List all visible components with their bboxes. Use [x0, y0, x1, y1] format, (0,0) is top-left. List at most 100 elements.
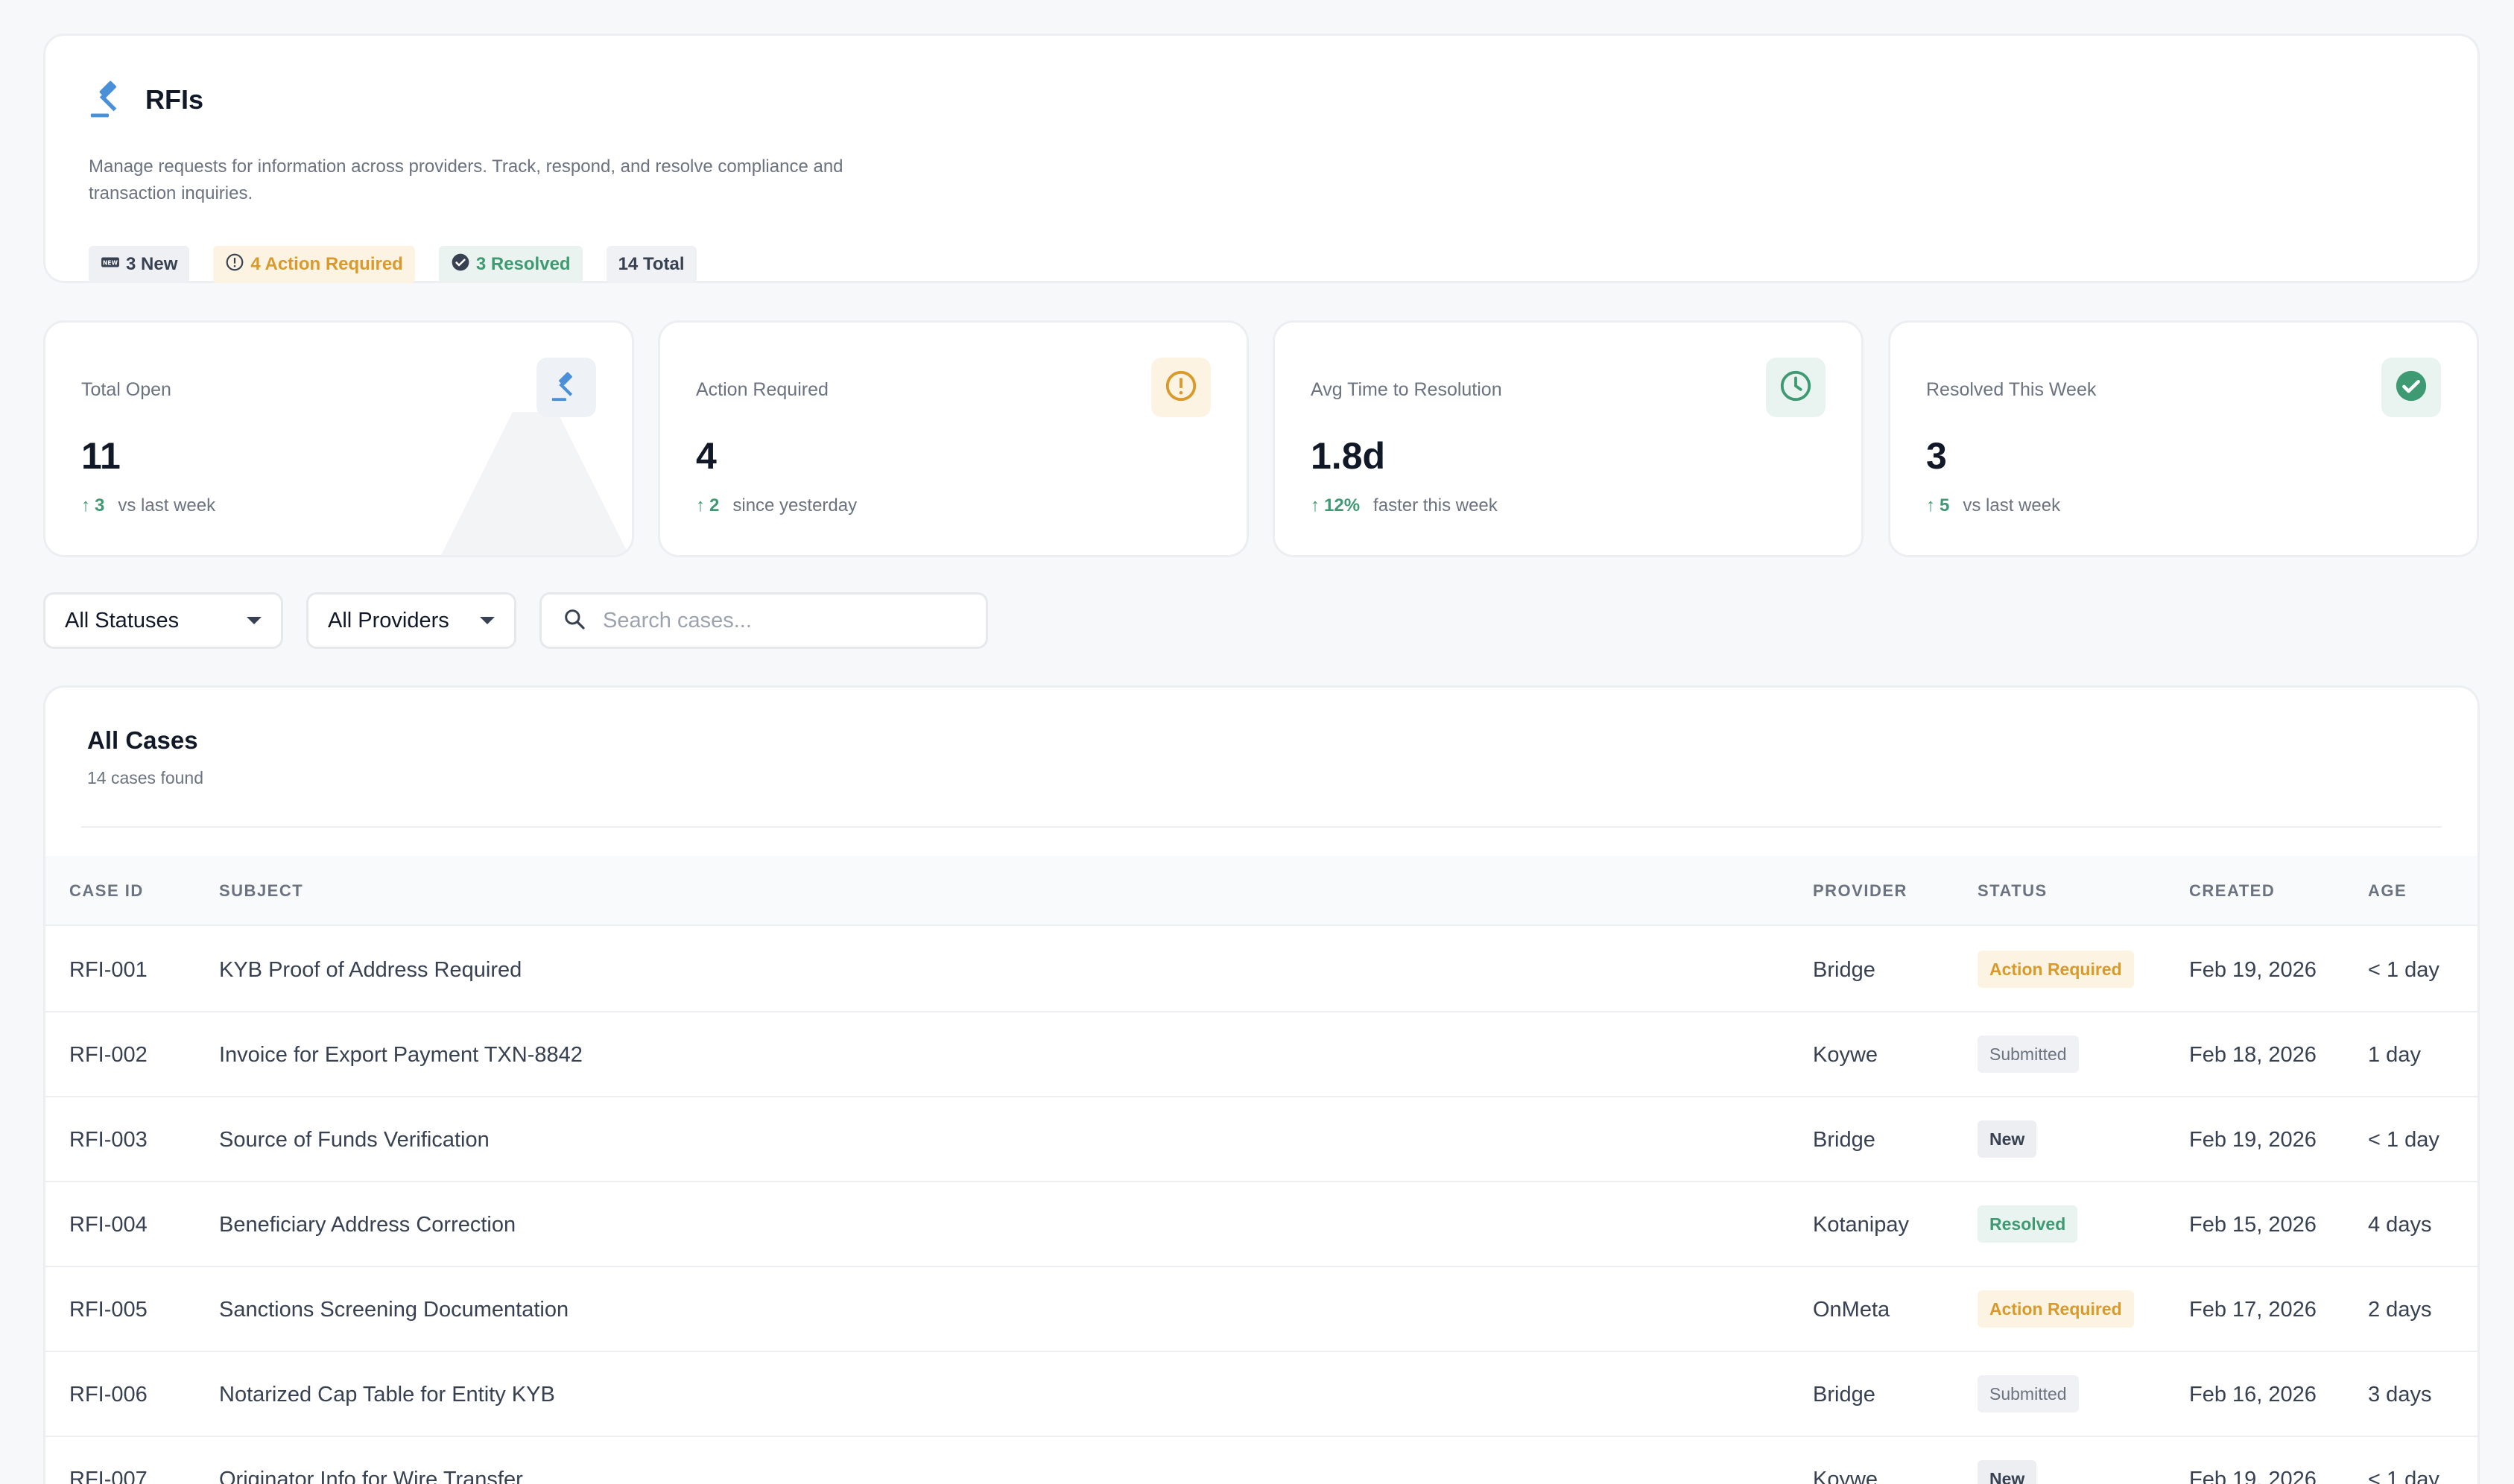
- created-cell: Feb 17, 2026: [2189, 1298, 2317, 1322]
- stat-label: Action Required: [696, 379, 829, 400]
- column-header-created[interactable]: CREATED: [2189, 881, 2276, 900]
- provider-cell: Koywe: [1813, 1043, 1878, 1067]
- page-description: Manage requests for information across p…: [89, 156, 843, 203]
- stat-delta-note: since yesterday: [732, 495, 858, 516]
- column-header-status[interactable]: STATUS: [1978, 881, 2048, 900]
- summary-pills: NEW 3 New 4 Action Required 3 Resolved 1…: [89, 246, 697, 283]
- table-row[interactable]: RFI-004 Beneficiary Address Correction Kot…: [45, 1182, 2477, 1267]
- arrow-up-icon: ↑: [1311, 495, 1320, 516]
- alert-circle-icon: [1164, 369, 1198, 407]
- provider-filter-select[interactable]: All Providers: [306, 592, 516, 649]
- caret-down-icon: [480, 617, 495, 624]
- stat-delta-note: faster this week: [1373, 495, 1498, 516]
- column-header-case-id[interactable]: CASE ID: [69, 881, 144, 900]
- case-id-cell: RFI-003: [69, 1128, 148, 1152]
- provider-cell: Bridge: [1813, 1383, 1875, 1407]
- case-id-cell: RFI-005: [69, 1298, 148, 1322]
- status-badge: Submitted: [1978, 1375, 2079, 1412]
- stat-delta-note: vs last week: [1963, 495, 2061, 516]
- status-badge: New: [1978, 1460, 2037, 1484]
- stat-card-total-open: Total Open 11 ↑ 3 vs last week: [43, 320, 634, 557]
- status-badge: Action Required: [1978, 1290, 2134, 1328]
- created-cell: Feb 15, 2026: [2189, 1213, 2317, 1237]
- age-cell: < 1 day: [2368, 958, 2439, 982]
- created-cell: Feb 16, 2026: [2189, 1383, 2317, 1407]
- beam-decoration: [441, 412, 629, 555]
- pill-action-label: 4 Action Required: [250, 254, 403, 274]
- status-badge: Resolved: [1978, 1205, 2078, 1243]
- case-id-cell: RFI-006: [69, 1383, 148, 1407]
- subject-cell: Source of Funds Verification: [219, 1128, 490, 1152]
- arrow-up-icon: ↑: [696, 495, 705, 516]
- age-cell: < 1 day: [2368, 1128, 2439, 1152]
- pill-total-label: 14 Total: [618, 254, 685, 274]
- stat-delta: ↑ 5 vs last week: [1926, 495, 2060, 516]
- clock-icon: [1779, 369, 1813, 407]
- case-id-cell: RFI-002: [69, 1043, 148, 1067]
- column-header-subject[interactable]: SUBJECT: [219, 881, 304, 900]
- provider-cell: Bridge: [1813, 1128, 1875, 1152]
- pill-resolved-label: 3 Resolved: [475, 254, 571, 274]
- page-title-row: RFIs: [87, 74, 203, 125]
- provider-cell: Koywe: [1813, 1468, 1878, 1484]
- pill-action-required[interactable]: 4 Action Required: [213, 246, 415, 283]
- table-row[interactable]: RFI-001 KYB Proof of Address Required Brid…: [45, 928, 2477, 1012]
- stat-value: 3: [1926, 435, 1947, 477]
- stat-delta-value: 2: [709, 495, 720, 516]
- table-row[interactable]: RFI-007 Originator Info for Wire Transfer…: [45, 1437, 2477, 1484]
- created-cell: Feb 19, 2026: [2189, 958, 2317, 982]
- table-row[interactable]: RFI-002 Invoice for Export Payment TXN-88…: [45, 1012, 2477, 1097]
- table-row[interactable]: RFI-006 Notarized Cap Table for Entity KY…: [45, 1352, 2477, 1437]
- page-title: RFIs: [145, 84, 204, 115]
- provider-cell: OnMeta: [1813, 1298, 1890, 1322]
- created-cell: Feb 19, 2026: [2189, 1468, 2317, 1484]
- provider-cell: Kotanipay: [1813, 1213, 1909, 1237]
- subject-cell: Originator Info for Wire Transfer: [219, 1468, 523, 1484]
- status-filter-select[interactable]: All Statuses: [43, 592, 283, 649]
- stat-delta-note: vs last week: [118, 495, 216, 516]
- search-input[interactable]: [603, 608, 960, 633]
- case-id-cell: RFI-004: [69, 1213, 148, 1237]
- gavel-icon: [87, 77, 130, 124]
- pill-new-label: 3 New: [126, 254, 178, 274]
- arrow-up-icon: ↑: [81, 495, 90, 516]
- check-circle-icon: [451, 253, 470, 277]
- column-header-provider[interactable]: PROVIDER: [1813, 881, 1907, 900]
- subject-cell: KYB Proof of Address Required: [219, 958, 522, 982]
- status-filter-value: All Statuses: [65, 608, 180, 632]
- table-row[interactable]: RFI-003 Source of Funds Verification Bridg…: [45, 1097, 2477, 1182]
- stat-delta-value: 12%: [1324, 495, 1361, 516]
- stat-icon-box: [2381, 358, 2441, 417]
- search-box[interactable]: [539, 592, 988, 649]
- pill-resolved[interactable]: 3 Resolved: [438, 246, 583, 283]
- new-badge-icon: NEW: [101, 253, 120, 277]
- svg-text:NEW: NEW: [103, 259, 118, 266]
- stat-icon-box: [536, 358, 596, 417]
- age-cell: < 1 day: [2368, 1468, 2439, 1484]
- stat-delta: ↑ 3 vs last week: [81, 495, 215, 516]
- stat-delta: ↑ 2 since yesterday: [696, 495, 857, 516]
- divider: [81, 826, 2442, 828]
- pill-total[interactable]: 14 Total: [606, 246, 697, 283]
- case-id-cell: RFI-001: [69, 958, 148, 982]
- table-header: CASE ID SUBJECT PROVIDER STATUS CREATED …: [45, 856, 2477, 926]
- age-cell: 4 days: [2368, 1213, 2432, 1237]
- stat-delta-value: 3: [95, 495, 105, 516]
- alert-circle-icon: [225, 253, 244, 277]
- stat-card-action-required: Action Required 4 ↑ 2 since yesterday: [658, 320, 1249, 557]
- created-cell: Feb 18, 2026: [2189, 1043, 2317, 1067]
- column-header-age[interactable]: AGE: [2368, 881, 2407, 900]
- table-row[interactable]: RFI-005 Sanctions Screening Documentation…: [45, 1267, 2477, 1352]
- cases-title: All Cases: [87, 726, 198, 754]
- provider-cell: Bridge: [1813, 958, 1875, 982]
- subject-cell: Beneficiary Address Correction: [219, 1213, 516, 1237]
- pill-new[interactable]: NEW 3 New: [89, 246, 190, 283]
- created-cell: Feb 19, 2026: [2189, 1128, 2317, 1152]
- check-circle-icon: [2394, 369, 2428, 407]
- provider-filter-value: All Providers: [328, 608, 449, 632]
- gavel-icon: [549, 369, 583, 407]
- status-badge: New: [1978, 1120, 2037, 1158]
- stat-icon-box: [1151, 358, 1211, 417]
- cases-card: All Cases 14 cases found CASE ID SUBJECT…: [43, 685, 2480, 1484]
- stat-value: 1.8d: [1311, 435, 1386, 477]
